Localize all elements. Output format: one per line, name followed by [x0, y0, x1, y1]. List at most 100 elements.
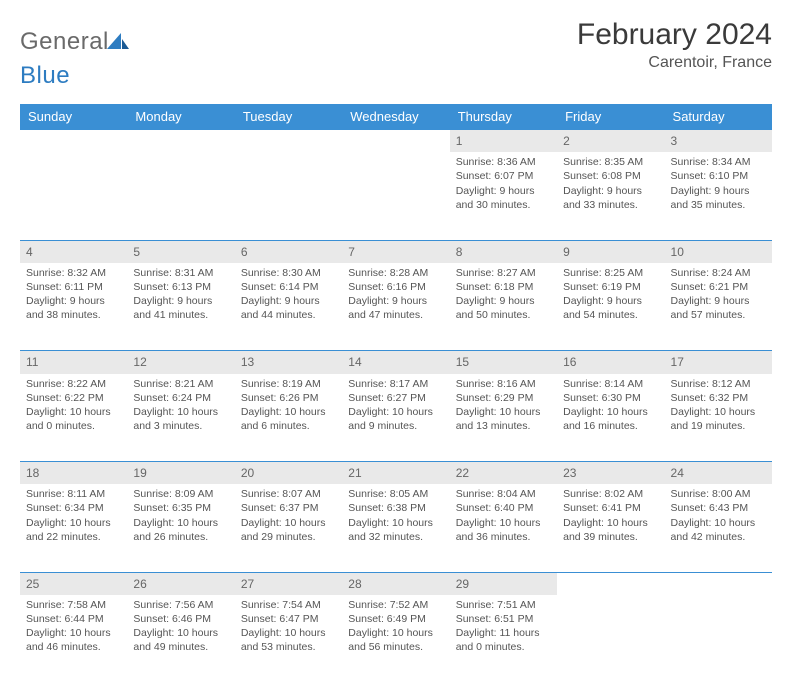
week-daynum-row: 2526272829 [20, 572, 772, 595]
sunset-text: Sunset: 6:38 PM [348, 501, 443, 515]
daylight-text: Daylight: 9 hours and 41 minutes. [133, 294, 228, 322]
sunrise-text: Sunrise: 8:17 AM [348, 377, 443, 391]
sunset-text: Sunset: 6:29 PM [456, 391, 551, 405]
day-detail-cell: Sunrise: 8:14 AMSunset: 6:30 PMDaylight:… [557, 374, 664, 462]
logo-text: GeneralBlue [20, 28, 129, 90]
week-detail-row: Sunrise: 7:58 AMSunset: 6:44 PMDaylight:… [20, 595, 772, 683]
sunrise-text: Sunrise: 8:02 AM [563, 487, 658, 501]
day-header: Monday [127, 104, 234, 130]
calendar-body: 123 Sunrise: 8:36 AMSunset: 6:07 PMDayli… [20, 130, 772, 683]
day-header-row: SundayMondayTuesdayWednesdayThursdayFrid… [20, 104, 772, 130]
day-detail-cell: Sunrise: 7:56 AMSunset: 6:46 PMDaylight:… [127, 595, 234, 683]
day-detail-cell: Sunrise: 8:28 AMSunset: 6:16 PMDaylight:… [342, 263, 449, 351]
sunrise-text: Sunrise: 8:25 AM [563, 266, 658, 280]
sunset-text: Sunset: 6:51 PM [456, 612, 551, 626]
day-number-cell: 25 [20, 572, 127, 595]
day-number-cell: 5 [127, 240, 234, 263]
daylight-text: Daylight: 9 hours and 50 minutes. [456, 294, 551, 322]
day-number-cell: 11 [20, 351, 127, 374]
sunset-text: Sunset: 6:10 PM [671, 169, 766, 183]
daylight-text: Daylight: 10 hours and 29 minutes. [241, 516, 336, 544]
daylight-text: Daylight: 10 hours and 22 minutes. [26, 516, 121, 544]
day-number-cell: 3 [665, 130, 772, 153]
daylight-text: Daylight: 10 hours and 56 minutes. [348, 626, 443, 654]
sunset-text: Sunset: 6:32 PM [671, 391, 766, 405]
sunset-text: Sunset: 6:16 PM [348, 280, 443, 294]
day-detail-cell: Sunrise: 8:32 AMSunset: 6:11 PMDaylight:… [20, 263, 127, 351]
sunrise-text: Sunrise: 8:32 AM [26, 266, 121, 280]
day-detail-cell: Sunrise: 8:07 AMSunset: 6:37 PMDaylight:… [235, 484, 342, 572]
day-detail-cell: Sunrise: 8:34 AMSunset: 6:10 PMDaylight:… [665, 152, 772, 240]
day-number-cell: 13 [235, 351, 342, 374]
sunset-text: Sunset: 6:08 PM [563, 169, 658, 183]
daylight-text: Daylight: 10 hours and 42 minutes. [671, 516, 766, 544]
day-detail-cell: Sunrise: 8:35 AMSunset: 6:08 PMDaylight:… [557, 152, 664, 240]
sunset-text: Sunset: 6:19 PM [563, 280, 658, 294]
sunrise-text: Sunrise: 8:00 AM [671, 487, 766, 501]
day-header: Sunday [20, 104, 127, 130]
day-number-cell: 4 [20, 240, 127, 263]
day-detail-cell [557, 595, 664, 683]
day-number-cell: 8 [450, 240, 557, 263]
week-detail-row: Sunrise: 8:32 AMSunset: 6:11 PMDaylight:… [20, 263, 772, 351]
daylight-text: Daylight: 9 hours and 33 minutes. [563, 184, 658, 212]
daylight-text: Daylight: 10 hours and 53 minutes. [241, 626, 336, 654]
day-header: Saturday [665, 104, 772, 130]
sunrise-text: Sunrise: 8:19 AM [241, 377, 336, 391]
week-daynum-row: 18192021222324 [20, 462, 772, 485]
sunrise-text: Sunrise: 8:12 AM [671, 377, 766, 391]
day-detail-cell: Sunrise: 8:25 AMSunset: 6:19 PMDaylight:… [557, 263, 664, 351]
sunrise-text: Sunrise: 8:16 AM [456, 377, 551, 391]
daylight-text: Daylight: 9 hours and 44 minutes. [241, 294, 336, 322]
day-detail-cell: Sunrise: 8:22 AMSunset: 6:22 PMDaylight:… [20, 374, 127, 462]
day-detail-cell: Sunrise: 7:51 AMSunset: 6:51 PMDaylight:… [450, 595, 557, 683]
daylight-text: Daylight: 9 hours and 38 minutes. [26, 294, 121, 322]
sunset-text: Sunset: 6:35 PM [133, 501, 228, 515]
sunset-text: Sunset: 6:22 PM [26, 391, 121, 405]
sunrise-text: Sunrise: 8:14 AM [563, 377, 658, 391]
day-number-cell: 15 [450, 351, 557, 374]
day-detail-cell: Sunrise: 8:31 AMSunset: 6:13 PMDaylight:… [127, 263, 234, 351]
sunrise-text: Sunrise: 8:04 AM [456, 487, 551, 501]
sunset-text: Sunset: 6:46 PM [133, 612, 228, 626]
week-detail-row: Sunrise: 8:36 AMSunset: 6:07 PMDaylight:… [20, 152, 772, 240]
day-number-cell: 2 [557, 130, 664, 153]
week-daynum-row: 45678910 [20, 240, 772, 263]
header: GeneralBlue February 2024 Carentoir, Fra… [20, 18, 772, 90]
day-number-cell: 29 [450, 572, 557, 595]
day-detail-cell: Sunrise: 8:05 AMSunset: 6:38 PMDaylight:… [342, 484, 449, 572]
day-number-cell: 1 [450, 130, 557, 153]
day-number-cell: 16 [557, 351, 664, 374]
sunrise-text: Sunrise: 8:07 AM [241, 487, 336, 501]
sunset-text: Sunset: 6:44 PM [26, 612, 121, 626]
week-daynum-row: 123 [20, 130, 772, 153]
sunset-text: Sunset: 6:37 PM [241, 501, 336, 515]
sunrise-text: Sunrise: 8:11 AM [26, 487, 121, 501]
day-number-cell [557, 572, 664, 595]
day-number-cell [665, 572, 772, 595]
sunset-text: Sunset: 6:14 PM [241, 280, 336, 294]
day-number-cell: 6 [235, 240, 342, 263]
day-detail-cell: Sunrise: 8:09 AMSunset: 6:35 PMDaylight:… [127, 484, 234, 572]
day-detail-cell: Sunrise: 8:11 AMSunset: 6:34 PMDaylight:… [20, 484, 127, 572]
sunset-text: Sunset: 6:30 PM [563, 391, 658, 405]
day-detail-cell: Sunrise: 8:24 AMSunset: 6:21 PMDaylight:… [665, 263, 772, 351]
day-detail-cell: Sunrise: 8:17 AMSunset: 6:27 PMDaylight:… [342, 374, 449, 462]
sunset-text: Sunset: 6:18 PM [456, 280, 551, 294]
sunrise-text: Sunrise: 7:56 AM [133, 598, 228, 612]
daylight-text: Daylight: 10 hours and 32 minutes. [348, 516, 443, 544]
sunrise-text: Sunrise: 8:05 AM [348, 487, 443, 501]
day-header: Friday [557, 104, 664, 130]
day-number-cell: 24 [665, 462, 772, 485]
sunrise-text: Sunrise: 8:31 AM [133, 266, 228, 280]
daylight-text: Daylight: 9 hours and 35 minutes. [671, 184, 766, 212]
sunset-text: Sunset: 6:49 PM [348, 612, 443, 626]
day-number-cell: 10 [665, 240, 772, 263]
sunrise-text: Sunrise: 8:35 AM [563, 155, 658, 169]
logo-part2: Blue [20, 62, 70, 89]
day-detail-cell: Sunrise: 8:36 AMSunset: 6:07 PMDaylight:… [450, 152, 557, 240]
sunset-text: Sunset: 6:26 PM [241, 391, 336, 405]
daylight-text: Daylight: 10 hours and 13 minutes. [456, 405, 551, 433]
day-number-cell [127, 130, 234, 153]
day-number-cell: 20 [235, 462, 342, 485]
